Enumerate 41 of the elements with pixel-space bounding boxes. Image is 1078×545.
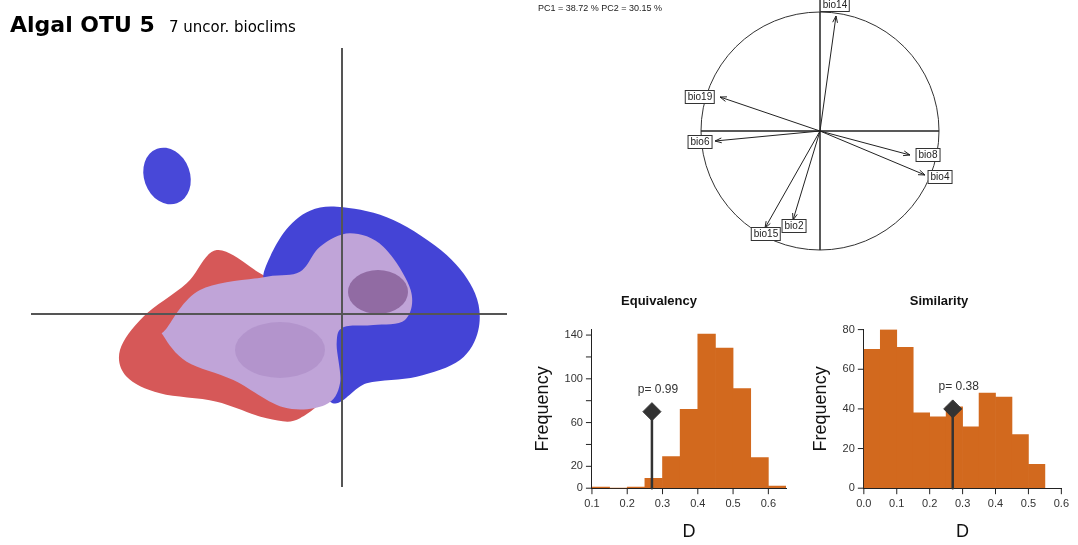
x-tick-label: 0.4 xyxy=(987,496,1004,509)
y-axis-title: Frequency xyxy=(531,366,552,452)
x-tick-label: 0.1 xyxy=(889,496,905,509)
x-axis-title: D xyxy=(682,521,696,542)
x-tick-label: 0.0 xyxy=(856,496,872,509)
x-tick-label: 0.6 xyxy=(1053,496,1069,509)
y-tick-label: 40 xyxy=(842,401,855,414)
text: bio8 xyxy=(915,148,941,162)
x-tick-label: 0.2 xyxy=(922,496,938,509)
y-tick-label: 80 xyxy=(842,322,855,335)
y-tick-label: 0 xyxy=(848,481,855,494)
x-tick-label: 0.6 xyxy=(760,496,777,509)
y-axis-title: Frequency xyxy=(809,366,830,452)
x-tick-label: 0.5 xyxy=(725,496,741,509)
chart-title: Similarity xyxy=(909,293,970,309)
text: bio2 xyxy=(781,219,807,233)
y-tick-label: 20 xyxy=(570,459,583,472)
x-tick-label: 0.4 xyxy=(690,496,706,509)
y-tick-label: 60 xyxy=(842,362,855,375)
x-tick-label: 0.1 xyxy=(584,496,600,509)
x-tick-label: 0.3 xyxy=(954,496,971,509)
x-tick-label: 0.3 xyxy=(654,496,671,509)
x-tick-label: 0.2 xyxy=(619,496,635,509)
x-tick-label: 0.5 xyxy=(1020,496,1037,509)
text: bio15 xyxy=(750,227,782,241)
text: bio14 xyxy=(819,0,851,12)
y-tick-label: 0 xyxy=(576,481,583,494)
annotation: p= 0.99 xyxy=(637,381,679,396)
chart-title: Equivalency xyxy=(621,293,698,309)
x-axis-title: D xyxy=(956,521,970,542)
y-tick-label: 140 xyxy=(564,328,583,341)
annotation: p= 0.38 xyxy=(938,379,980,394)
text: bio6 xyxy=(687,135,713,149)
y-tick-label: 60 xyxy=(570,415,583,428)
text: PC1 = 38.72 % PC2 = 30.15 % xyxy=(538,3,663,13)
text: Algal OTU 5 xyxy=(10,12,155,37)
y-tick-label: 20 xyxy=(842,441,855,454)
text: bio4 xyxy=(927,170,953,184)
y-tick-label: 100 xyxy=(564,371,583,384)
text: 7 uncor. bioclims xyxy=(168,18,296,36)
text: bio19 xyxy=(684,90,716,104)
